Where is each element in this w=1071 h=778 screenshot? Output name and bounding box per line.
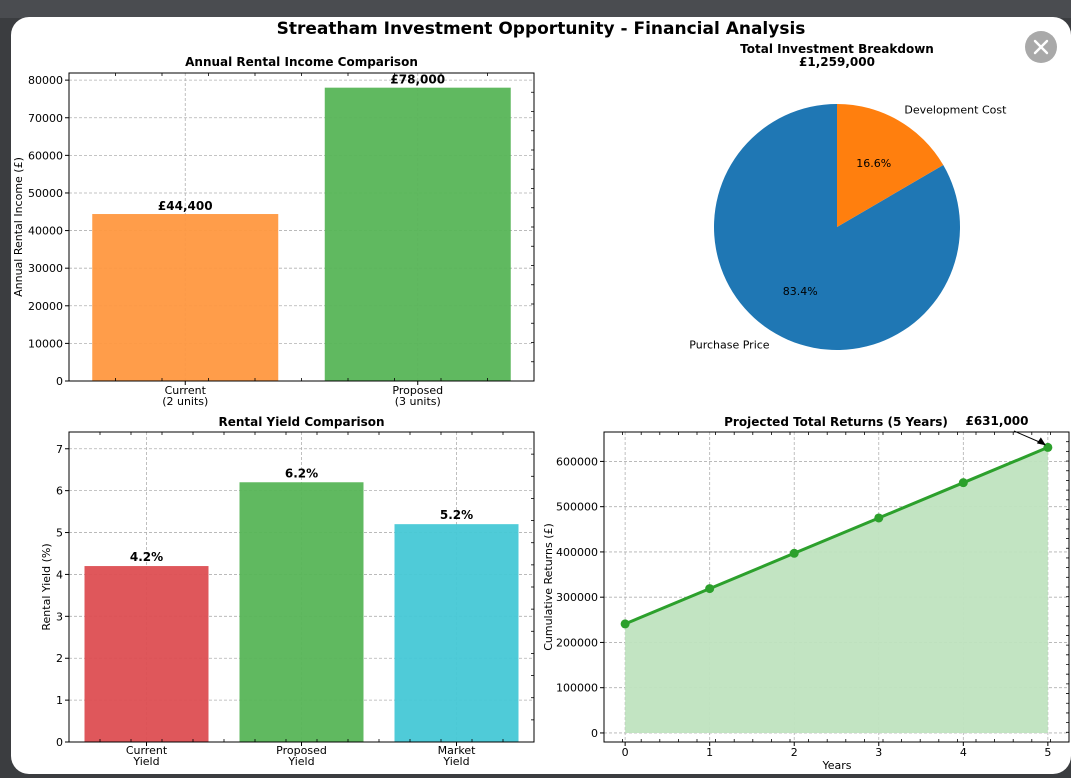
y-tick-label: 500000: [556, 501, 598, 514]
x-tick-label: Yield: [132, 755, 159, 768]
page-backdrop: [0, 0, 1071, 18]
y-tick-label: 2: [56, 652, 63, 665]
chart-title: Total Investment Breakdown: [740, 42, 934, 56]
plot-frame: [603, 431, 1070, 743]
bar-value-label: £78,000: [390, 73, 445, 87]
x-tick-label: 4: [960, 746, 967, 759]
y-tick-label: 80000: [28, 74, 63, 87]
y-tick-label: 20000: [28, 300, 63, 313]
y-tick-label: 0: [591, 727, 598, 740]
x-tick-label: Proposed: [392, 384, 443, 397]
x-tick-label: Yield: [442, 755, 469, 768]
y-axis-label: Rental Yield (%): [40, 543, 53, 630]
bar-value-label: 4.2%: [130, 550, 163, 564]
y-tick-label: 3: [56, 610, 63, 623]
y-axis-label: Annual Rental Income (£): [12, 157, 25, 297]
y-tick-label: 1: [56, 694, 63, 707]
chart-subtitle: £1,259,000: [799, 55, 875, 69]
data-point: [958, 478, 968, 488]
data-point: [620, 619, 630, 629]
figure-canvas: Streatham Investment Opportunity - Finan…: [12, 19, 1070, 772]
chart-modal: Streatham Investment Opportunity - Finan…: [11, 17, 1071, 774]
x-axis-label: Years: [821, 759, 851, 772]
y-tick-label: 60000: [28, 149, 63, 162]
y-tick-label: 70000: [28, 112, 63, 125]
y-tick-label: 30000: [28, 262, 63, 275]
pie-slice: [837, 104, 944, 227]
x-tick-label: Market: [438, 744, 476, 757]
y-tick-label: 600000: [556, 455, 598, 468]
figure-title: Streatham Investment Opportunity - Finan…: [277, 19, 806, 39]
x-tick-label: 5: [1044, 746, 1051, 759]
close-icon: [1033, 39, 1049, 55]
bar: [92, 214, 279, 381]
area-fill: [625, 447, 1048, 733]
x-tick-label: Yield: [287, 755, 314, 768]
pie-category-label: Purchase Price: [689, 338, 770, 351]
plot-frame: [68, 72, 535, 382]
bar-value-label: £44,400: [158, 199, 213, 213]
y-tick-label: 5: [56, 527, 63, 540]
y-tick-label: 400000: [556, 546, 598, 559]
y-tick-label: 0: [56, 736, 63, 749]
plot-frame: [68, 431, 535, 743]
x-tick-label: 1: [706, 746, 713, 759]
chart-title: Annual Rental Income Comparison: [185, 55, 418, 69]
data-point: [705, 584, 715, 594]
bar: [394, 524, 519, 742]
x-tick-label: 0: [622, 746, 629, 759]
y-axis-label: Cumulative Returns (£): [542, 523, 555, 651]
pie-percent-label: 83.4%: [783, 285, 818, 298]
y-tick-label: 100000: [556, 682, 598, 695]
annotation-arrowhead: [1036, 437, 1046, 446]
x-tick-label: 3: [875, 746, 882, 759]
y-tick-label: 50000: [28, 187, 63, 200]
x-tick-label: Current: [126, 744, 168, 757]
y-tick-label: 40000: [28, 225, 63, 238]
y-tick-label: 4: [56, 568, 63, 581]
y-tick-label: 300000: [556, 591, 598, 604]
chart-title: Rental Yield Comparison: [218, 415, 384, 429]
x-tick-label: 2: [791, 746, 798, 759]
y-tick-label: 200000: [556, 636, 598, 649]
bar: [84, 566, 209, 742]
pie-percent-label: 16.6%: [856, 157, 891, 170]
y-tick-label: 10000: [28, 337, 63, 350]
bar-value-label: 6.2%: [285, 466, 318, 480]
y-tick-label: 6: [56, 485, 63, 498]
y-tick-label: 7: [56, 443, 63, 456]
x-tick-label: Proposed: [276, 744, 327, 757]
annotation-label: £631,000: [965, 414, 1028, 428]
chart-title: Projected Total Returns (5 Years): [724, 415, 948, 429]
close-button[interactable]: [1025, 31, 1057, 63]
x-tick-label: (2 units): [162, 395, 208, 408]
y-tick-label: 0: [56, 375, 63, 388]
x-tick-label: (3 units): [395, 395, 441, 408]
x-tick-label: Current: [165, 384, 207, 397]
bar: [324, 87, 511, 382]
bar-value-label: 5.2%: [440, 508, 473, 522]
pie-category-label: Development Cost: [904, 104, 1007, 117]
series-line: [624, 446, 1049, 626]
data-point: [874, 513, 884, 523]
data-point: [789, 548, 799, 558]
bar: [239, 482, 364, 742]
